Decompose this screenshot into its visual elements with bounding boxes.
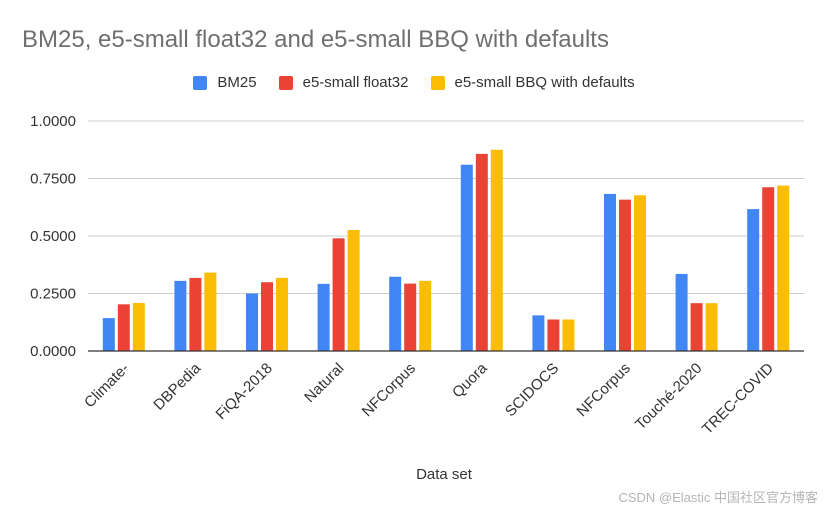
- y-tick-label: 0.5000: [30, 228, 76, 245]
- y-tick-label: 1.0000: [30, 113, 76, 130]
- bar-e5-small-float32-touch-2020: [690, 303, 703, 351]
- x-tick-label: SCIDOCS: [502, 360, 562, 420]
- x-tick-label: Natural: [301, 360, 347, 406]
- x-tick-label: FiQA-2018: [213, 360, 276, 423]
- legend-swatch-bm25: [193, 75, 208, 90]
- legend-label-bm25: BM25: [217, 74, 257, 91]
- bar-bm25-nfcorpus: [389, 276, 402, 351]
- x-tick-label: DBPedia: [150, 359, 204, 413]
- bar-bm25-quora: [460, 164, 473, 351]
- bar-bm25-natural: [317, 283, 330, 351]
- bar-e5-small-float32-nfcorpus: [619, 199, 631, 351]
- bar-e5-small-bbq-with-defaults-fiqa-2018: [276, 277, 288, 351]
- bar-e5-small-float32-natural: [332, 238, 345, 351]
- x-tick-label: NFCorpus: [359, 360, 419, 420]
- bar-e5-small-bbq-with-defaults-climate: [132, 302, 145, 351]
- bar-bm25-nfcorpus: [604, 193, 616, 351]
- x-tick-label: Quora: [449, 359, 491, 401]
- bar-bm25-climate: [102, 318, 115, 351]
- legend: BM25 e5-small float32 e5-small BBQ with …: [0, 74, 828, 91]
- x-tick-label: Climate-: [81, 360, 133, 412]
- bar-bm25-dbpedia: [174, 280, 187, 351]
- legend-item-e5-float32: e5-small float32: [278, 74, 409, 91]
- legend-swatch-e5-bbq: [430, 75, 445, 90]
- x-tick-label: TREC-COVID: [699, 360, 777, 438]
- bar-e5-small-float32-trec-covid: [762, 187, 775, 351]
- bar-bm25-touch-2020: [675, 273, 688, 351]
- bar-e5-small-bbq-with-defaults-trec-covid: [777, 185, 790, 351]
- bar-e5-small-float32-dbpedia: [189, 277, 202, 351]
- bar-e5-small-float32-scidocs: [547, 319, 560, 351]
- bar-bm25-scidocs: [532, 315, 545, 351]
- bar-e5-small-bbq-with-defaults-nfcorpus: [419, 280, 432, 351]
- bar-bm25-fiqa-2018: [246, 293, 258, 351]
- y-tick-label: 0.7500: [30, 171, 76, 188]
- legend-item-e5-bbq: e5-small BBQ with defaults: [430, 74, 635, 91]
- y-tick-label: 0.0000: [30, 343, 76, 360]
- bar-e5-small-float32-quora: [475, 153, 488, 351]
- legend-item-bm25: BM25: [193, 74, 257, 91]
- bar-e5-small-bbq-with-defaults-dbpedia: [204, 272, 217, 351]
- x-axis-title: Data set: [416, 466, 472, 483]
- bar-e5-small-bbq-with-defaults-quora: [490, 149, 503, 351]
- bar-e5-small-bbq-with-defaults-scidocs: [562, 319, 575, 351]
- x-tick-label: NFCorpus: [573, 360, 633, 420]
- legend-label-e5-bbq: e5-small BBQ with defaults: [454, 74, 635, 91]
- bar-bm25-trec-covid: [747, 209, 760, 351]
- bar-e5-small-bbq-with-defaults-nfcorpus: [634, 195, 646, 351]
- x-tick-label: Touché-2020: [632, 360, 705, 433]
- bar-e5-small-float32-fiqa-2018: [261, 282, 273, 351]
- legend-swatch-e5-float32: [278, 75, 293, 90]
- legend-label-e5-float32: e5-small float32: [302, 74, 409, 91]
- bar-e5-small-bbq-with-defaults-natural: [347, 230, 360, 351]
- watermark: CSDN @Elastic 中国社区官方博客: [618, 490, 818, 505]
- chart-title: BM25, e5-small float32 and e5-small BBQ …: [22, 26, 609, 53]
- y-tick-label: 0.2500: [30, 286, 76, 303]
- bar-e5-small-float32-climate: [117, 304, 130, 351]
- bar-e5-small-bbq-with-defaults-touch-2020: [705, 303, 718, 351]
- bar-e5-small-float32-nfcorpus: [404, 283, 417, 351]
